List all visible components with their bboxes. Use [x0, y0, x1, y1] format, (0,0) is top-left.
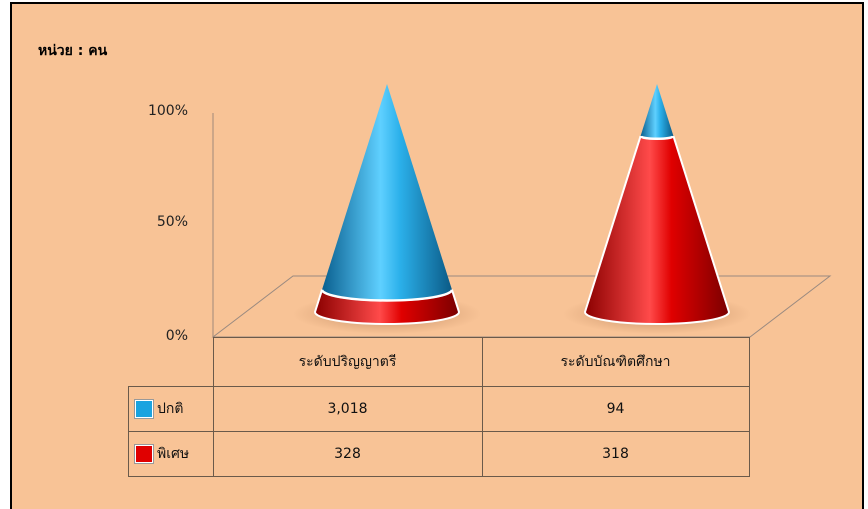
category-header-bachelor: ระดับปริญญาตรี	[212, 337, 483, 387]
cone-segment-normal	[640, 84, 674, 139]
cone-segment-normal	[322, 84, 452, 301]
series-name-special: พิเศษ	[157, 446, 190, 462]
table-cell: 3,018	[212, 386, 483, 432]
legend-swatch-red	[135, 445, 153, 463]
legend-item-normal: ปกติ	[128, 386, 214, 432]
table-cell: 318	[481, 431, 750, 477]
y-tick-50: 50%	[156, 214, 188, 230]
data-table: ระดับปริญญาตรี ระดับบัณฑิตศึกษา ปกติ 3,0…	[128, 337, 750, 477]
series-name-normal: ปกติ	[157, 401, 184, 417]
cone-seam	[320, 289, 454, 302]
cone-segment-special	[583, 135, 731, 325]
y-tick-100: 100%	[147, 103, 188, 119]
cone-seam	[639, 135, 675, 140]
table-cell: 94	[481, 386, 750, 432]
category-header-graduate: ระดับบัณฑิตศึกษา	[481, 337, 750, 387]
unit-label: หน่วย : คน	[38, 43, 108, 59]
legend-swatch-blue	[135, 400, 153, 418]
legend-item-special: พิเศษ	[128, 431, 214, 477]
table-cell: 328	[212, 431, 483, 477]
